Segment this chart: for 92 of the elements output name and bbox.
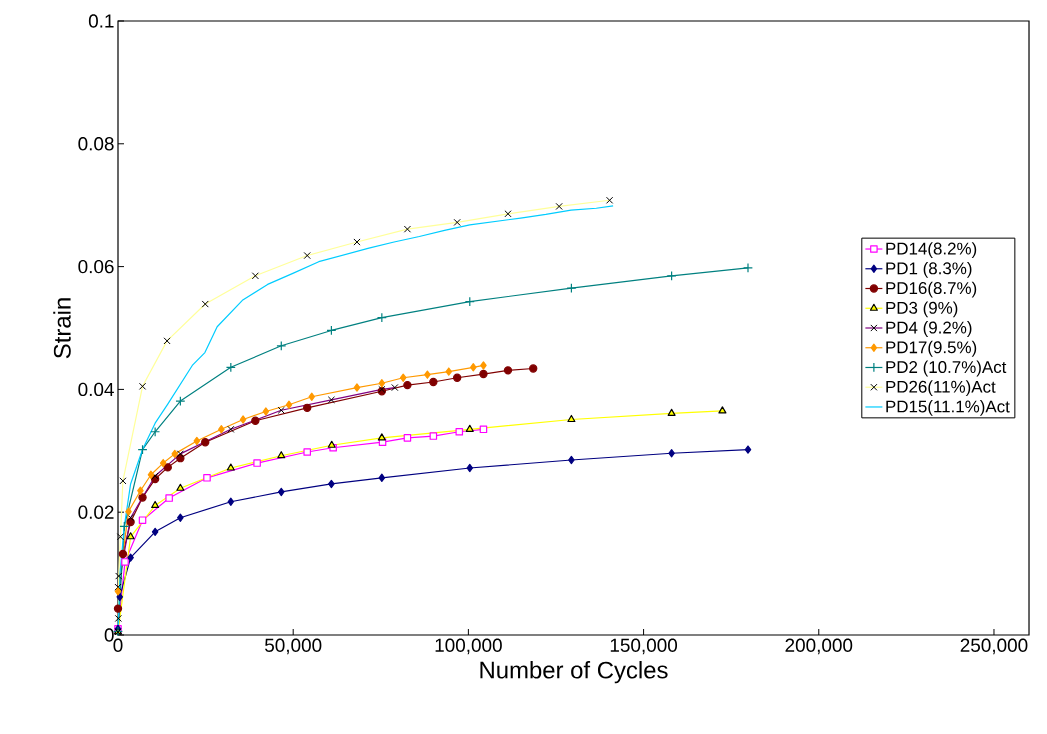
point <box>429 432 438 440</box>
point <box>465 424 474 432</box>
point <box>138 516 147 524</box>
point <box>466 463 474 473</box>
point <box>126 532 135 540</box>
point <box>113 604 123 613</box>
point <box>743 262 753 273</box>
point <box>445 367 453 376</box>
point <box>568 455 575 465</box>
y-tick-label: 0.08 <box>78 137 114 151</box>
point <box>667 408 676 416</box>
point <box>479 369 488 379</box>
point <box>479 425 488 434</box>
point <box>303 448 311 456</box>
legend-label: PD14(8.2%) <box>886 242 977 258</box>
x-tick-label: 150,000 <box>610 638 678 655</box>
y-tick-label: 0.1 <box>88 14 114 28</box>
point <box>203 474 211 482</box>
point <box>503 366 513 375</box>
point <box>399 373 407 382</box>
legend-label: PD17(9.5%) <box>886 340 977 357</box>
point <box>150 426 161 437</box>
point <box>147 470 155 479</box>
x-tick-label: 100,000 <box>435 638 502 655</box>
point <box>165 494 173 502</box>
point <box>277 451 286 459</box>
point <box>151 500 160 509</box>
point <box>114 587 122 596</box>
point <box>138 493 147 502</box>
point <box>171 449 179 459</box>
x-tick-label: 250,000 <box>960 638 1028 655</box>
legend-label: PD2 (10.7%)Act <box>886 360 1007 377</box>
point <box>308 392 316 401</box>
point <box>262 407 270 416</box>
point <box>127 553 134 562</box>
legend-label: PD15(11.1%)Act <box>886 400 1010 416</box>
y-tick-label: 0.04 <box>78 382 114 397</box>
point <box>480 361 487 370</box>
point <box>218 425 225 434</box>
point <box>303 403 312 412</box>
point <box>159 458 167 468</box>
point <box>470 363 477 372</box>
point <box>137 486 144 495</box>
point <box>116 592 124 602</box>
point <box>253 459 261 467</box>
x-tick-label: 50,000 <box>264 638 322 655</box>
point <box>277 487 285 497</box>
point <box>151 527 159 537</box>
point <box>201 438 210 447</box>
point <box>429 377 438 387</box>
point <box>424 370 431 379</box>
point <box>378 473 386 482</box>
point <box>163 463 172 472</box>
point <box>566 283 577 294</box>
point <box>378 379 386 388</box>
point <box>226 463 235 471</box>
point <box>403 434 412 442</box>
point <box>455 427 464 436</box>
point <box>125 507 132 516</box>
point <box>377 433 386 441</box>
point <box>353 383 361 392</box>
point <box>567 414 576 423</box>
point <box>328 479 335 489</box>
point <box>118 549 128 559</box>
point <box>452 373 462 382</box>
point <box>193 436 201 446</box>
point <box>177 513 184 522</box>
x-axis-title: Number of Cycles <box>480 661 668 684</box>
y-tick-label: 0 <box>104 628 114 642</box>
point <box>285 400 293 409</box>
legend-label: PD26(11%)Act <box>886 380 996 397</box>
point <box>227 497 235 506</box>
point <box>668 449 675 458</box>
point <box>251 416 260 425</box>
y-axis-title: Strain <box>53 298 71 359</box>
point <box>327 440 336 448</box>
point <box>176 483 185 491</box>
x-tick-label: 200,000 <box>785 638 853 655</box>
point <box>718 406 727 414</box>
legend-label: PD1 (8.3%) <box>886 261 972 278</box>
legend-label: PD4 (9.2%) <box>886 321 972 337</box>
point <box>529 364 538 373</box>
y-tick-label: 0.02 <box>78 505 114 519</box>
point <box>121 558 129 566</box>
x-tick-label: 0 <box>113 638 123 652</box>
legend-label: PD3 (9%) <box>886 301 958 318</box>
point <box>175 396 186 407</box>
point <box>403 380 412 390</box>
point <box>239 415 247 424</box>
point <box>744 445 752 454</box>
legend-label: PD16(8.7%) <box>886 281 977 298</box>
y-tick-label: 0.06 <box>78 259 114 274</box>
